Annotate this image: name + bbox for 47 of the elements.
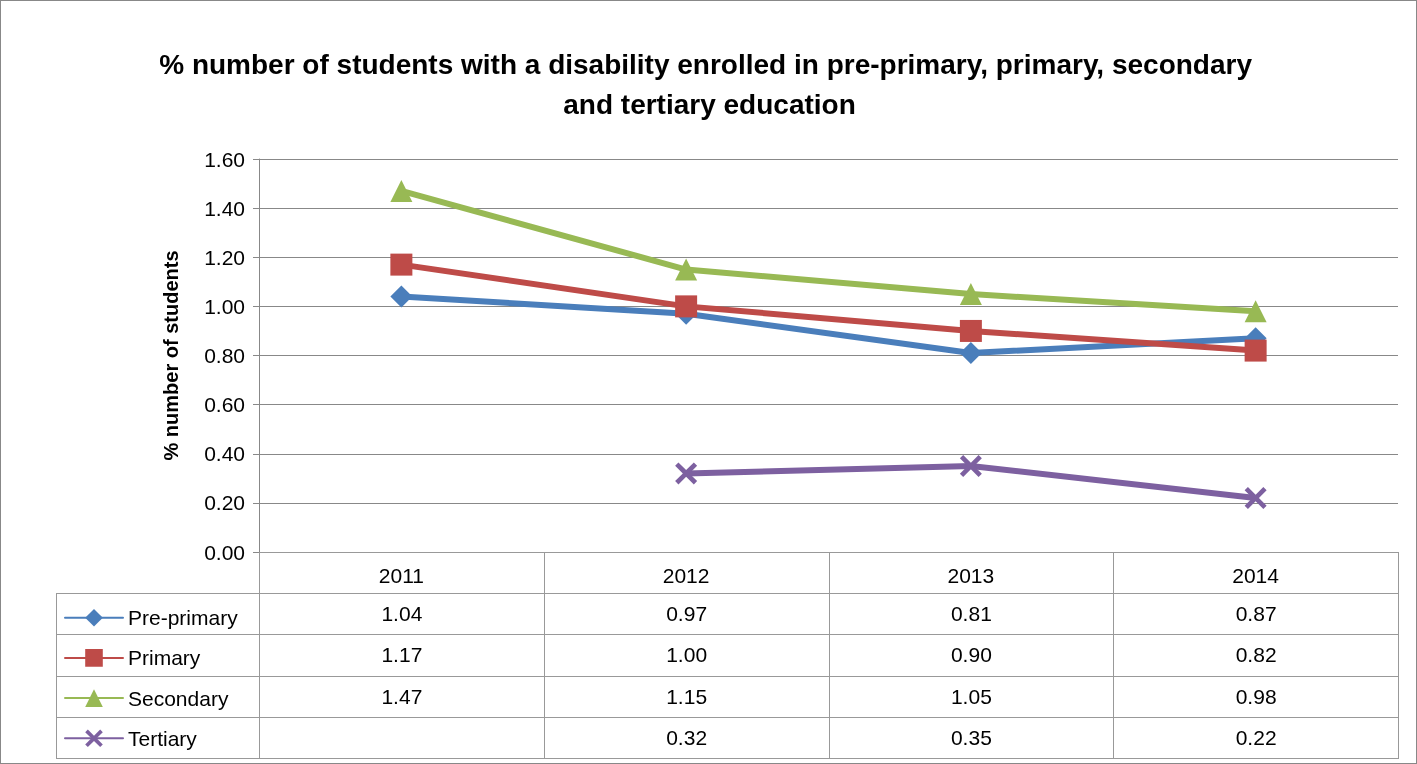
point xyxy=(1244,486,1267,509)
data-label: 0.90 xyxy=(828,634,1115,677)
point xyxy=(390,179,413,202)
legend-label: Primary xyxy=(128,646,201,670)
point xyxy=(390,253,413,276)
point xyxy=(959,455,982,478)
data-label: 1.00 xyxy=(543,634,830,677)
data-label: 1.47 xyxy=(259,675,545,718)
point xyxy=(390,285,413,308)
data-label: 0.98 xyxy=(1113,675,1399,718)
legend-label: Tertiary xyxy=(128,726,198,750)
y-tick-label: 1.20 xyxy=(204,245,245,269)
y-tick-label: 0.20 xyxy=(204,491,245,515)
x-tick-label: 2012 xyxy=(662,564,710,587)
point xyxy=(959,342,982,365)
point xyxy=(675,462,698,485)
data-label: 0.32 xyxy=(543,716,830,759)
y-tick-label: 1.40 xyxy=(204,196,245,220)
data-label: 1.04 xyxy=(259,593,545,636)
x-tick-label: 2013 xyxy=(947,564,995,587)
point xyxy=(1244,300,1267,323)
data-label: 0.87 xyxy=(1113,593,1399,636)
y-tick-label: 0.80 xyxy=(204,344,245,367)
point xyxy=(959,283,982,306)
y-tick-label: 0.00 xyxy=(204,540,245,564)
data-label: 0.81 xyxy=(828,593,1115,636)
data-label: 1.15 xyxy=(543,675,830,718)
point xyxy=(675,295,698,318)
point xyxy=(959,319,982,342)
data-label: 0.97 xyxy=(543,593,830,636)
y-tick-label: 0.40 xyxy=(204,442,245,466)
data-label: 0.22 xyxy=(1113,716,1399,759)
data-label: 1.05 xyxy=(828,675,1115,718)
y-tick-label: 1.60 xyxy=(204,147,245,171)
legend-label: Pre-primary xyxy=(128,606,239,630)
x-tick-label: 2014 xyxy=(1232,564,1280,587)
data-label: 0.35 xyxy=(828,716,1115,759)
data-label: 0.82 xyxy=(1113,634,1399,677)
point xyxy=(675,258,698,281)
y-tick-label: 1.00 xyxy=(204,294,245,318)
x-tick-label: 2011 xyxy=(378,564,424,587)
y-axis-title: % number of students xyxy=(160,250,182,461)
point xyxy=(1244,339,1267,362)
y-tick-label: 0.60 xyxy=(204,393,245,417)
legend-label: Secondary xyxy=(128,686,229,710)
data-label: 1.17 xyxy=(259,634,545,677)
chart-title: % number of students with a disability enrolled in pre-primary, primary, secondary and tertiary education xyxy=(159,48,1260,120)
